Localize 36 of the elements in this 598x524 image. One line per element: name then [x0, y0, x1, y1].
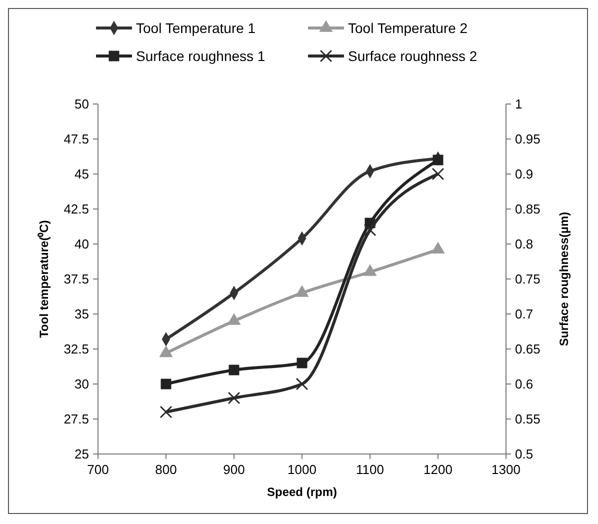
x-tick-label: 1300 — [492, 462, 520, 477]
y-tick-label: 40 — [74, 236, 89, 252]
y2-tick-label: 0.75 — [515, 272, 540, 287]
y2-tick-label: 0.6 — [515, 376, 534, 392]
legend-label: Surface roughness 2 — [348, 48, 478, 64]
y2-tick-label: 0.85 — [515, 202, 540, 217]
y2-tick-label: 0.9 — [515, 166, 534, 182]
y2-tick-label: 0.65 — [515, 342, 540, 357]
y-tick-label: 37.5 — [64, 272, 89, 287]
legend-label: Tool Temperature 1 — [136, 20, 256, 36]
y-tick-label: 35 — [74, 306, 89, 322]
y-tick-label: 42.5 — [64, 202, 89, 217]
y2-tick-label: 0.5 — [515, 446, 534, 462]
y2-tick-label: 1 — [515, 96, 522, 112]
y-tick-label: 27.5 — [64, 412, 89, 427]
x-axis-title: Speed (rpm) — [266, 485, 338, 499]
x-tick-label: 800 — [155, 462, 177, 477]
y-tick-label: 50 — [74, 96, 89, 112]
x-tick-label: 1200 — [424, 462, 452, 477]
y-tick-label: 47.5 — [64, 132, 89, 147]
y-tick-label: 45 — [74, 166, 89, 182]
x-tick-label: 900 — [223, 462, 245, 477]
legend-label: Surface roughness 1 — [136, 48, 266, 64]
x-tick-label: 1100 — [356, 462, 384, 477]
x-tick-label: 1000 — [288, 462, 316, 477]
legend-label: Tool Temperature 2 — [348, 20, 468, 36]
y2-tick-label: 0.7 — [515, 306, 534, 322]
y2-tick-label: 0.8 — [515, 236, 534, 252]
x-tick-label: 700 — [87, 462, 109, 477]
y-tick-label: 30 — [74, 376, 89, 392]
y-axis-title: Tool temperature(⁰C) — [37, 220, 51, 338]
y2-axis-title: Surface roughness(µm) — [557, 212, 571, 346]
y-tick-label: 32.5 — [64, 342, 89, 357]
y-tick-label: 25 — [74, 446, 89, 462]
y2-tick-label: 0.95 — [515, 132, 540, 147]
y2-tick-label: 0.55 — [515, 412, 540, 427]
